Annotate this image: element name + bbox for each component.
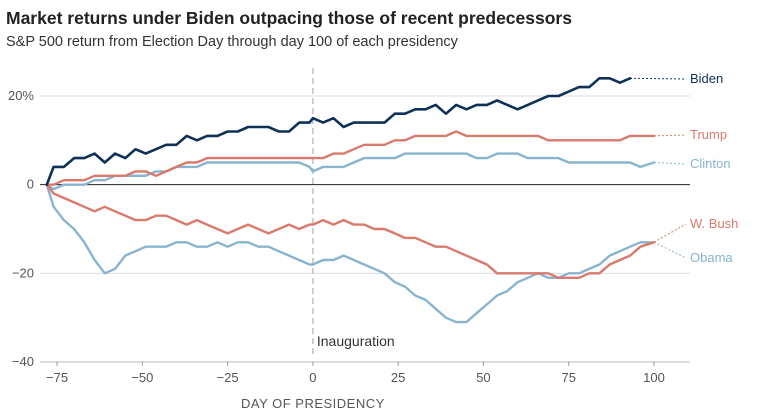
series-line-trump (45, 130, 656, 186)
series-line-clinton (45, 152, 656, 191)
x-tick-label: 100 (643, 370, 665, 385)
x-tick-label: 0 (309, 370, 316, 385)
inauguration-annotation: Inauguration (317, 333, 395, 349)
series-line-biden (45, 77, 632, 186)
x-tick-label: 75 (561, 370, 575, 385)
series-leader-trump (653, 134, 687, 137)
y-tick-label: −20 (12, 265, 34, 280)
series-line-obama (45, 183, 656, 324)
series-leader-biden (630, 77, 687, 80)
series-lines (45, 77, 687, 324)
y-tick-label: 0 (27, 177, 34, 192)
series-label-obama: Obama (690, 250, 733, 265)
series-leader-clinton (653, 162, 687, 165)
x-tick-label: 25 (391, 370, 405, 385)
series-label-trump: Trump (690, 127, 727, 142)
x-tick-label: 50 (476, 370, 490, 385)
series-label-w-bush: W. Bush (690, 216, 738, 231)
axes: 20% 0 −20 −40 −75 −50 −25 0 25 50 75 100 DAY OF PRES… (8, 88, 690, 411)
y-tick-label: 20% (8, 88, 34, 103)
series-label-biden: Biden (690, 71, 723, 86)
chart-subtitle: S&P 500 return from Election Day through… (6, 34, 458, 50)
series-line-w-bush (45, 183, 656, 279)
chart-title: Market returns under Biden outpacing tho… (6, 8, 572, 28)
series-labels: Inauguration Clinton Obama Trump W. Bush Bide… (317, 71, 739, 349)
grid-lines (40, 68, 690, 363)
series-label-clinton: Clinton (690, 156, 730, 171)
x-tick-label: −50 (131, 370, 153, 385)
series-leader-w-bush (653, 223, 687, 243)
x-axis-label: DAY OF PRESIDENCY (241, 396, 385, 411)
x-tick-label: −25 (217, 370, 239, 385)
x-tick-label: −75 (46, 370, 68, 385)
y-tick-label: −40 (12, 354, 34, 369)
series-leader-obama (653, 241, 687, 259)
